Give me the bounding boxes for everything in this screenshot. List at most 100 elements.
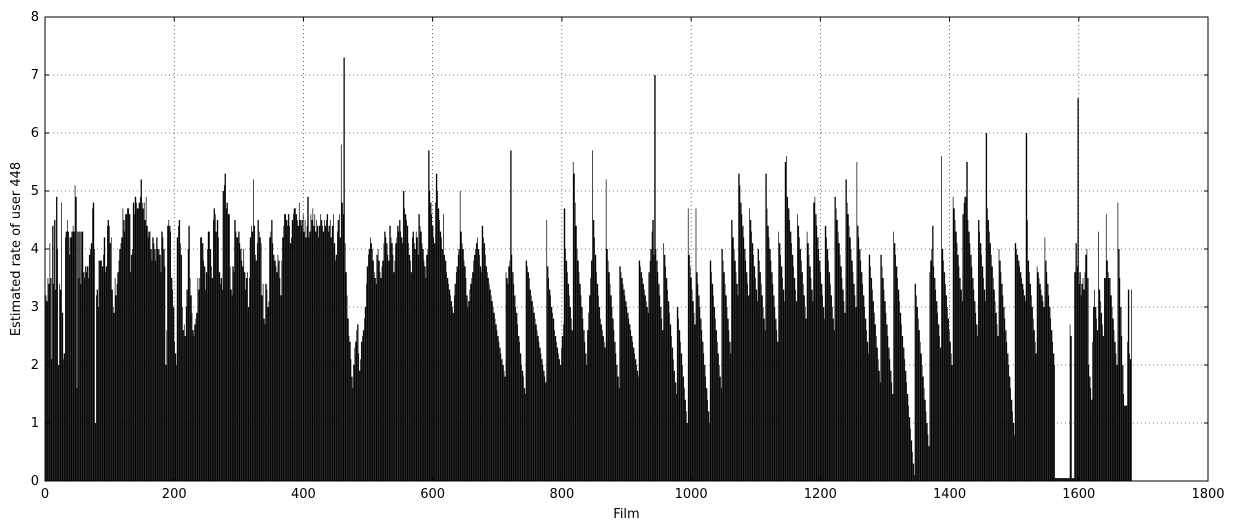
bar — [167, 225, 168, 481]
bar — [496, 330, 498, 481]
bar — [81, 231, 82, 481]
bar — [300, 225, 302, 481]
bar — [54, 220, 55, 481]
bar — [278, 260, 279, 481]
bar — [532, 307, 534, 481]
bar — [339, 237, 341, 481]
bar — [114, 312, 115, 481]
bar — [696, 272, 697, 481]
bar — [513, 283, 515, 481]
bar — [626, 307, 628, 481]
bar — [717, 353, 719, 481]
bar — [408, 254, 410, 481]
bar — [447, 278, 449, 481]
bar — [784, 301, 785, 481]
bar — [491, 301, 493, 481]
bar — [959, 278, 961, 481]
bar — [896, 266, 898, 481]
bar — [285, 220, 287, 481]
bar — [1037, 272, 1039, 481]
bar — [178, 220, 180, 481]
bar — [608, 272, 610, 481]
bar — [86, 266, 88, 481]
bar — [753, 254, 754, 481]
bar — [747, 283, 749, 481]
bar — [307, 196, 309, 482]
x-tick-label: 1600 — [1062, 487, 1095, 502]
bar — [843, 301, 845, 481]
bar — [78, 278, 80, 481]
bar — [448, 289, 450, 481]
bar — [470, 283, 471, 481]
bar — [376, 254, 378, 481]
bar — [290, 243, 292, 481]
bar — [327, 231, 329, 481]
bar — [194, 324, 195, 481]
bar — [1054, 478, 1056, 481]
bar — [251, 225, 252, 481]
bar — [397, 225, 399, 481]
bar — [437, 191, 438, 481]
bar — [676, 307, 678, 481]
bar — [667, 289, 668, 481]
bar — [92, 208, 93, 481]
bar — [1065, 478, 1066, 481]
bar — [293, 214, 294, 481]
bar — [427, 249, 429, 481]
bar — [906, 382, 907, 481]
bar — [1001, 283, 1002, 481]
bar — [942, 249, 944, 481]
bar — [254, 254, 256, 481]
bar — [718, 353, 719, 481]
bar — [574, 202, 576, 481]
bar — [917, 318, 919, 481]
bar — [490, 289, 491, 481]
bar — [189, 278, 191, 481]
bar — [871, 278, 873, 481]
bar — [521, 365, 522, 481]
bar — [328, 225, 330, 481]
bar — [92, 202, 94, 481]
bar — [656, 260, 657, 481]
bar — [488, 283, 490, 481]
bar — [269, 237, 270, 481]
bar — [101, 260, 102, 481]
bar — [511, 254, 513, 481]
bar — [502, 365, 504, 481]
bar — [346, 272, 347, 481]
bar — [273, 254, 274, 481]
bar — [574, 173, 575, 481]
bar — [707, 411, 709, 481]
bar — [1032, 307, 1033, 481]
bar — [244, 272, 246, 481]
bar — [557, 347, 559, 481]
bar — [831, 307, 833, 481]
bar — [769, 249, 771, 481]
bar — [161, 231, 163, 481]
bar — [444, 260, 446, 481]
bar — [288, 214, 290, 481]
bar — [824, 225, 826, 481]
bar — [765, 173, 767, 481]
bar — [134, 214, 135, 481]
bar — [364, 307, 366, 481]
bar — [112, 307, 114, 481]
bar — [106, 266, 108, 481]
bar — [1020, 272, 1022, 481]
bar — [83, 272, 85, 481]
bar — [175, 353, 177, 481]
bar — [306, 225, 308, 481]
bar — [702, 341, 703, 481]
bar — [136, 208, 138, 481]
bar — [317, 225, 319, 481]
bar — [165, 365, 167, 481]
bar — [761, 295, 763, 481]
bar — [710, 260, 712, 481]
bar — [826, 237, 827, 481]
bar — [1095, 307, 1097, 481]
bar — [397, 225, 398, 481]
bar — [965, 196, 967, 482]
bar — [235, 231, 237, 481]
bar — [918, 330, 920, 481]
bar — [1074, 272, 1075, 481]
